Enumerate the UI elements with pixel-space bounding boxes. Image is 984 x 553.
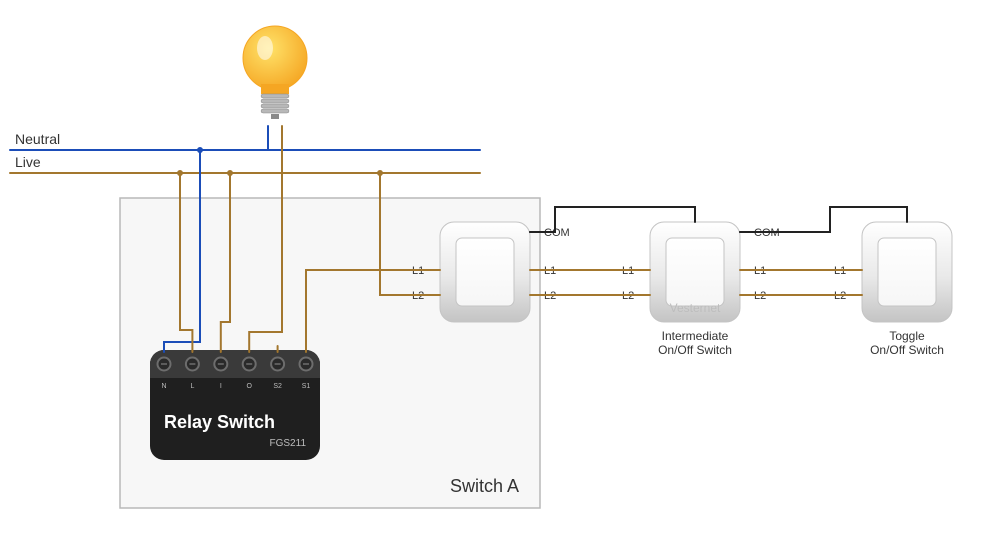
wall-switch bbox=[440, 222, 530, 322]
relay-model: FGS211 bbox=[270, 438, 307, 449]
relay-term-label: N bbox=[161, 383, 166, 390]
switch-a-label: Switch A bbox=[450, 476, 519, 496]
relay-term-label: S2 bbox=[273, 383, 282, 390]
watermark: Vesternet bbox=[670, 301, 721, 315]
relay-title: Relay Switch bbox=[164, 412, 275, 432]
live-label: Live bbox=[15, 154, 41, 170]
switch3-caption-1: Toggle bbox=[889, 329, 925, 343]
wall-switch: Vesternet bbox=[650, 222, 740, 322]
light-bulb bbox=[243, 26, 307, 119]
wall-switch bbox=[862, 222, 952, 322]
switch2-caption-2: On/Off Switch bbox=[658, 343, 732, 357]
relay-term-label: S1 bbox=[302, 383, 311, 390]
relay-term-label: I bbox=[220, 383, 222, 390]
relay-term-label: O bbox=[246, 383, 252, 390]
relay-module: N L I O S2 S1 Relay Switch FGS211 bbox=[150, 350, 320, 460]
neutral-label: Neutral bbox=[15, 131, 60, 147]
switch2-caption-1: Intermediate bbox=[662, 329, 729, 343]
switch3-caption-2: On/Off Switch bbox=[870, 343, 944, 357]
relay-term-label: L bbox=[190, 383, 194, 390]
